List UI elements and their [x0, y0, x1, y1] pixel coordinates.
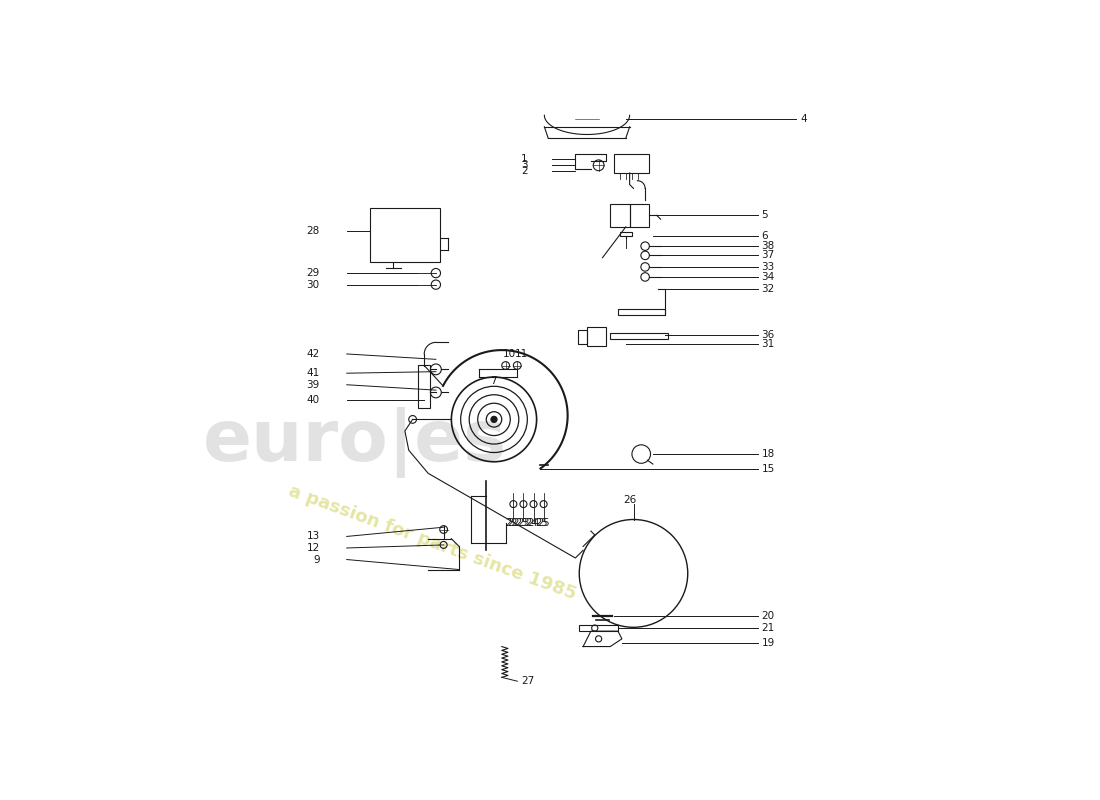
Bar: [618, 310, 664, 315]
Text: 5: 5: [761, 210, 768, 220]
Text: 7: 7: [491, 376, 497, 386]
Text: 10: 10: [504, 349, 516, 359]
Text: 19: 19: [761, 638, 774, 648]
Bar: [610, 333, 669, 338]
Text: 24: 24: [527, 518, 540, 528]
Text: 4: 4: [800, 114, 806, 124]
Bar: [629, 204, 649, 227]
Text: 26: 26: [623, 495, 636, 506]
Text: a passion for parts since 1985: a passion for parts since 1985: [286, 482, 579, 603]
Text: 2: 2: [521, 166, 528, 177]
Text: 15: 15: [761, 463, 774, 474]
Text: euro|es: euro|es: [202, 407, 507, 478]
Text: 42: 42: [307, 349, 320, 359]
Text: 40: 40: [307, 395, 320, 405]
Text: 29: 29: [307, 268, 320, 278]
Text: 31: 31: [761, 339, 774, 349]
Circle shape: [491, 416, 497, 422]
Text: 33: 33: [761, 262, 774, 272]
Bar: [619, 231, 631, 236]
Text: 23: 23: [515, 518, 527, 528]
Text: 38: 38: [761, 241, 774, 251]
Text: 3: 3: [521, 160, 528, 170]
Text: 21: 21: [761, 623, 774, 633]
Text: 1: 1: [521, 154, 528, 164]
Text: 9: 9: [314, 554, 320, 565]
Text: 18: 18: [761, 449, 774, 459]
Bar: [614, 154, 649, 173]
Text: 25: 25: [537, 518, 550, 528]
Text: 41: 41: [307, 368, 320, 378]
Text: 39: 39: [307, 380, 320, 390]
Text: 22: 22: [505, 518, 517, 528]
Text: 23: 23: [517, 518, 529, 528]
Text: 36: 36: [761, 330, 774, 340]
Text: 27: 27: [521, 676, 535, 686]
Text: 25: 25: [535, 518, 548, 528]
Text: 28: 28: [307, 226, 320, 236]
Text: 34: 34: [761, 272, 774, 282]
Text: 22: 22: [507, 518, 519, 528]
Bar: [580, 625, 618, 631]
Bar: [610, 204, 629, 227]
Text: 12: 12: [307, 543, 320, 553]
Text: 37: 37: [761, 250, 774, 260]
Bar: [578, 330, 587, 344]
Text: 11: 11: [515, 349, 528, 359]
Text: 30: 30: [307, 280, 320, 290]
Text: 6: 6: [761, 231, 768, 241]
Text: 13: 13: [307, 531, 320, 542]
Text: 20: 20: [761, 610, 774, 621]
Bar: [418, 366, 430, 408]
Text: 24: 24: [525, 518, 538, 528]
Text: 32: 32: [761, 283, 774, 294]
Bar: [587, 327, 606, 346]
Bar: [370, 208, 440, 262]
